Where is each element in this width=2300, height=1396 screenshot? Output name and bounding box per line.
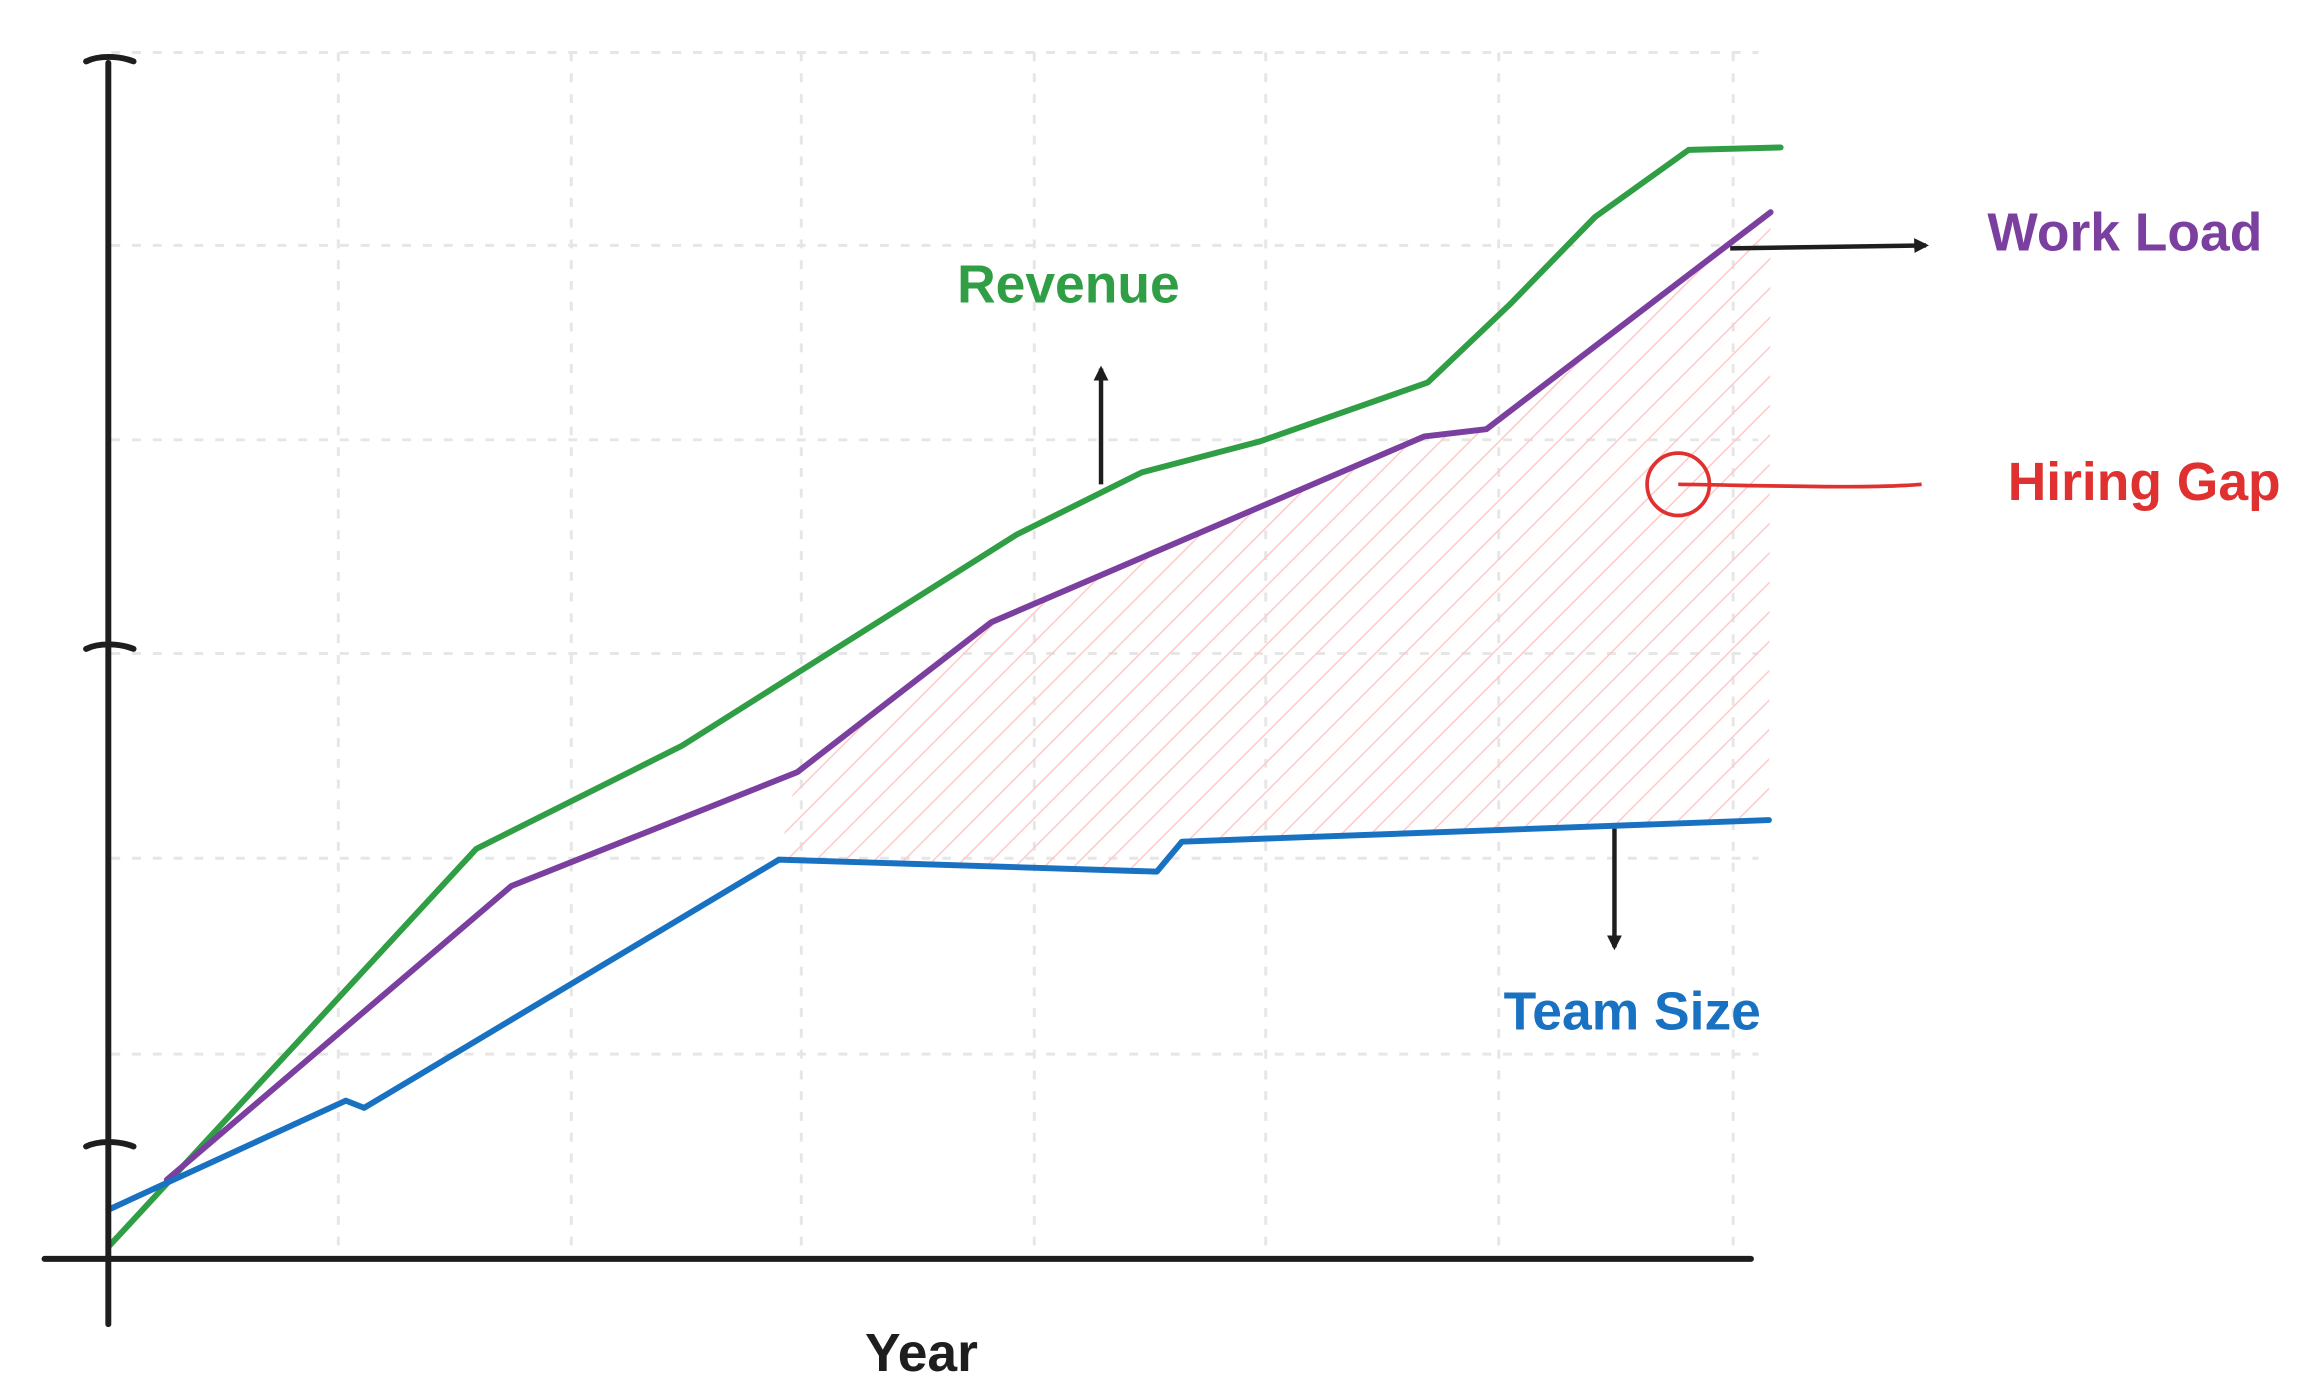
x-axis-label: Year xyxy=(865,1324,978,1383)
series-label: Revenue xyxy=(957,256,1180,315)
hiring-gap-area xyxy=(778,212,1771,872)
series-line xyxy=(105,817,1772,1213)
series-line xyxy=(163,209,1774,1183)
annotation: Hiring Gap xyxy=(2008,453,2281,512)
series-label: Team Size xyxy=(1504,983,1761,1042)
plot-area xyxy=(105,144,1784,1250)
y-tick xyxy=(83,1139,137,1150)
series-line xyxy=(105,144,1784,1250)
hiring-gap-marker xyxy=(1645,451,1922,518)
y-tick xyxy=(83,54,137,65)
arrows xyxy=(1093,238,1930,951)
axes xyxy=(41,59,1754,1328)
y-tick xyxy=(83,641,137,652)
workload-arrow xyxy=(1730,238,1930,254)
series-label: Work Load xyxy=(1987,204,2262,263)
gap-pointer xyxy=(1678,482,1922,489)
